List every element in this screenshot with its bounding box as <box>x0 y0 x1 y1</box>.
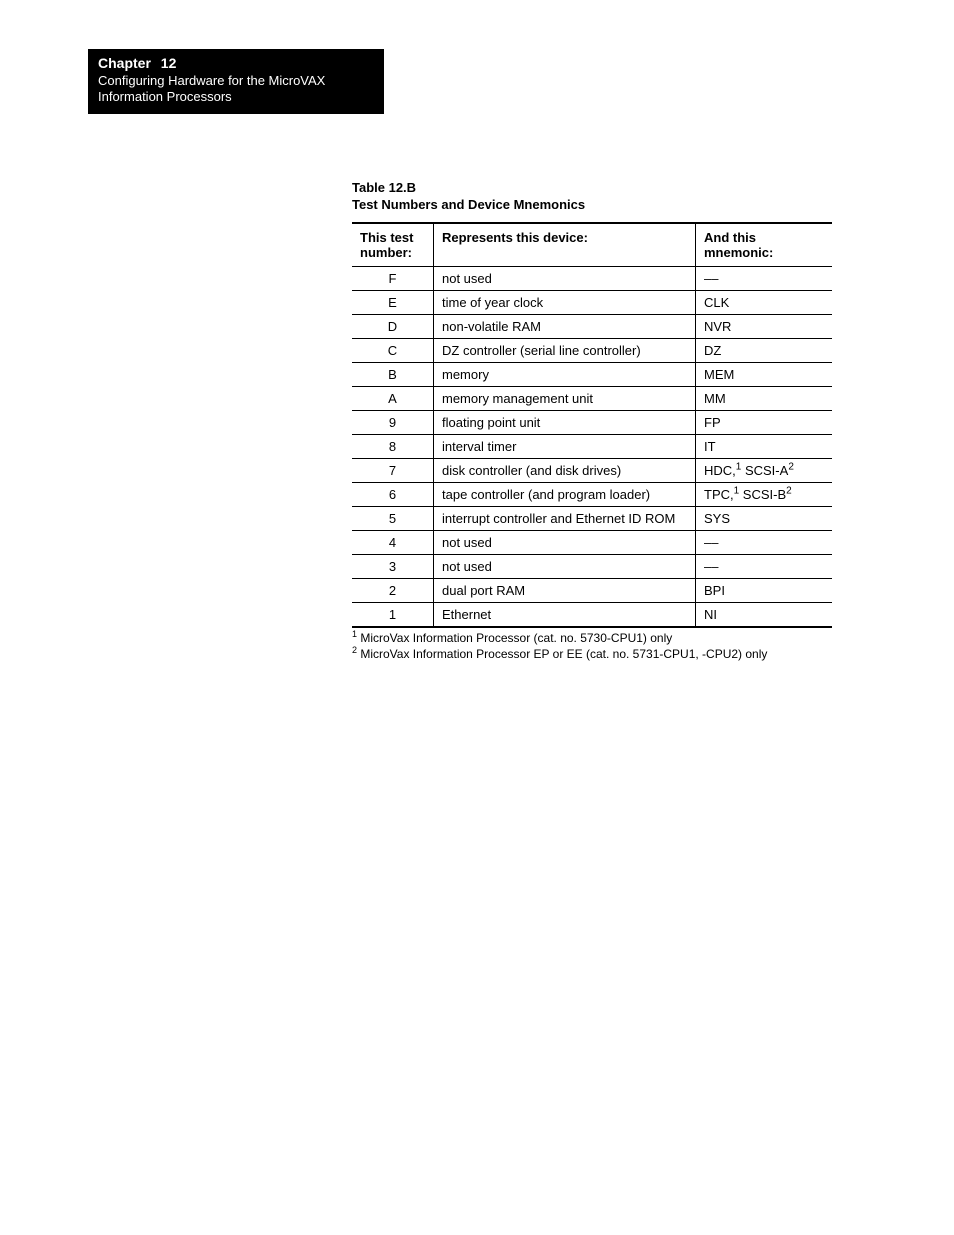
cell-mnemonic: DZ <box>696 339 833 363</box>
table-row: 7disk controller (and disk drives)HDC,1 … <box>352 459 832 483</box>
col-header-mnemonic: And this mnemonic: <box>696 223 833 267</box>
table-row: 1EthernetNI <box>352 603 832 628</box>
chapter-label: Chapter <box>98 55 151 71</box>
chapter-number: 12 <box>161 55 177 71</box>
cell-represents: not used <box>434 531 696 555</box>
cell-represents: interval timer <box>434 435 696 459</box>
device-table: This test number: Represents this device… <box>352 222 832 628</box>
chapter-header: Chapter 12 Configuring Hardware for the … <box>88 49 384 114</box>
cell-represents: time of year clock <box>434 291 696 315</box>
table-row: 5interrupt controller and Ethernet ID RO… <box>352 507 832 531</box>
col-header-test: This test number: <box>352 223 434 267</box>
cell-represents: memory <box>434 363 696 387</box>
cell-mnemonic: SYS <box>696 507 833 531</box>
cell-mnemonic: HDC,1 SCSI-A2 <box>696 459 833 483</box>
cell-test-number: 6 <box>352 483 434 507</box>
cell-test-number: C <box>352 339 434 363</box>
cell-mnemonic: TPC,1 SCSI-B2 <box>696 483 833 507</box>
cell-test-number: E <box>352 291 434 315</box>
cell-represents: not used <box>434 267 696 291</box>
chapter-subtitle-1: Configuring Hardware for the MicroVAX <box>98 73 374 89</box>
table-row: Amemory management unitMM <box>352 387 832 411</box>
table-row: Fnot used–– <box>352 267 832 291</box>
cell-test-number: B <box>352 363 434 387</box>
cell-mnemonic: MEM <box>696 363 833 387</box>
cell-mnemonic: –– <box>696 531 833 555</box>
table-row: Dnon-volatile RAMNVR <box>352 315 832 339</box>
cell-test-number: 3 <box>352 555 434 579</box>
cell-test-number: 5 <box>352 507 434 531</box>
cell-mnemonic: FP <box>696 411 833 435</box>
table-row: Etime of year clockCLK <box>352 291 832 315</box>
cell-represents: interrupt controller and Ethernet ID ROM <box>434 507 696 531</box>
footnotes: 1 MicroVax Information Processor (cat. n… <box>352 630 832 662</box>
cell-mnemonic: IT <box>696 435 833 459</box>
table-row: 3not used–– <box>352 555 832 579</box>
cell-mnemonic: BPI <box>696 579 833 603</box>
col-header-represents: Represents this device: <box>434 223 696 267</box>
cell-represents: not used <box>434 555 696 579</box>
table-row: 9floating point unitFP <box>352 411 832 435</box>
cell-mnemonic: –– <box>696 267 833 291</box>
footnote: 2 MicroVax Information Processor EP or E… <box>352 646 832 662</box>
cell-test-number: 4 <box>352 531 434 555</box>
cell-represents: Ethernet <box>434 603 696 628</box>
cell-test-number: 1 <box>352 603 434 628</box>
cell-test-number: 9 <box>352 411 434 435</box>
cell-test-number: 8 <box>352 435 434 459</box>
cell-mnemonic: CLK <box>696 291 833 315</box>
table-row: 6tape controller (and program loader)TPC… <box>352 483 832 507</box>
cell-represents: non-volatile RAM <box>434 315 696 339</box>
cell-represents: disk controller (and disk drives) <box>434 459 696 483</box>
cell-represents: memory management unit <box>434 387 696 411</box>
chapter-line: Chapter 12 <box>98 55 374 71</box>
table-row: 4not used–– <box>352 531 832 555</box>
cell-mnemonic: NVR <box>696 315 833 339</box>
table-label: Table 12.B <box>352 180 832 195</box>
main-content: Table 12.B Test Numbers and Device Mnemo… <box>352 180 832 662</box>
footnote: 1 MicroVax Information Processor (cat. n… <box>352 630 832 646</box>
table-title: Test Numbers and Device Mnemonics <box>352 197 832 212</box>
cell-test-number: F <box>352 267 434 291</box>
table-row: CDZ controller (serial line controller)D… <box>352 339 832 363</box>
cell-represents: tape controller (and program loader) <box>434 483 696 507</box>
cell-test-number: A <box>352 387 434 411</box>
cell-represents: dual port RAM <box>434 579 696 603</box>
table-row: 8interval timerIT <box>352 435 832 459</box>
cell-mnemonic: MM <box>696 387 833 411</box>
cell-mnemonic: –– <box>696 555 833 579</box>
chapter-subtitle-2: Information Processors <box>98 89 374 105</box>
cell-test-number: D <box>352 315 434 339</box>
cell-represents: floating point unit <box>434 411 696 435</box>
table-row: 2dual port RAMBPI <box>352 579 832 603</box>
cell-represents: DZ controller (serial line controller) <box>434 339 696 363</box>
table-header-row: This test number: Represents this device… <box>352 223 832 267</box>
table-body: Fnot used––Etime of year clockCLKDnon-vo… <box>352 267 832 628</box>
table-row: BmemoryMEM <box>352 363 832 387</box>
cell-test-number: 7 <box>352 459 434 483</box>
cell-mnemonic: NI <box>696 603 833 628</box>
cell-test-number: 2 <box>352 579 434 603</box>
